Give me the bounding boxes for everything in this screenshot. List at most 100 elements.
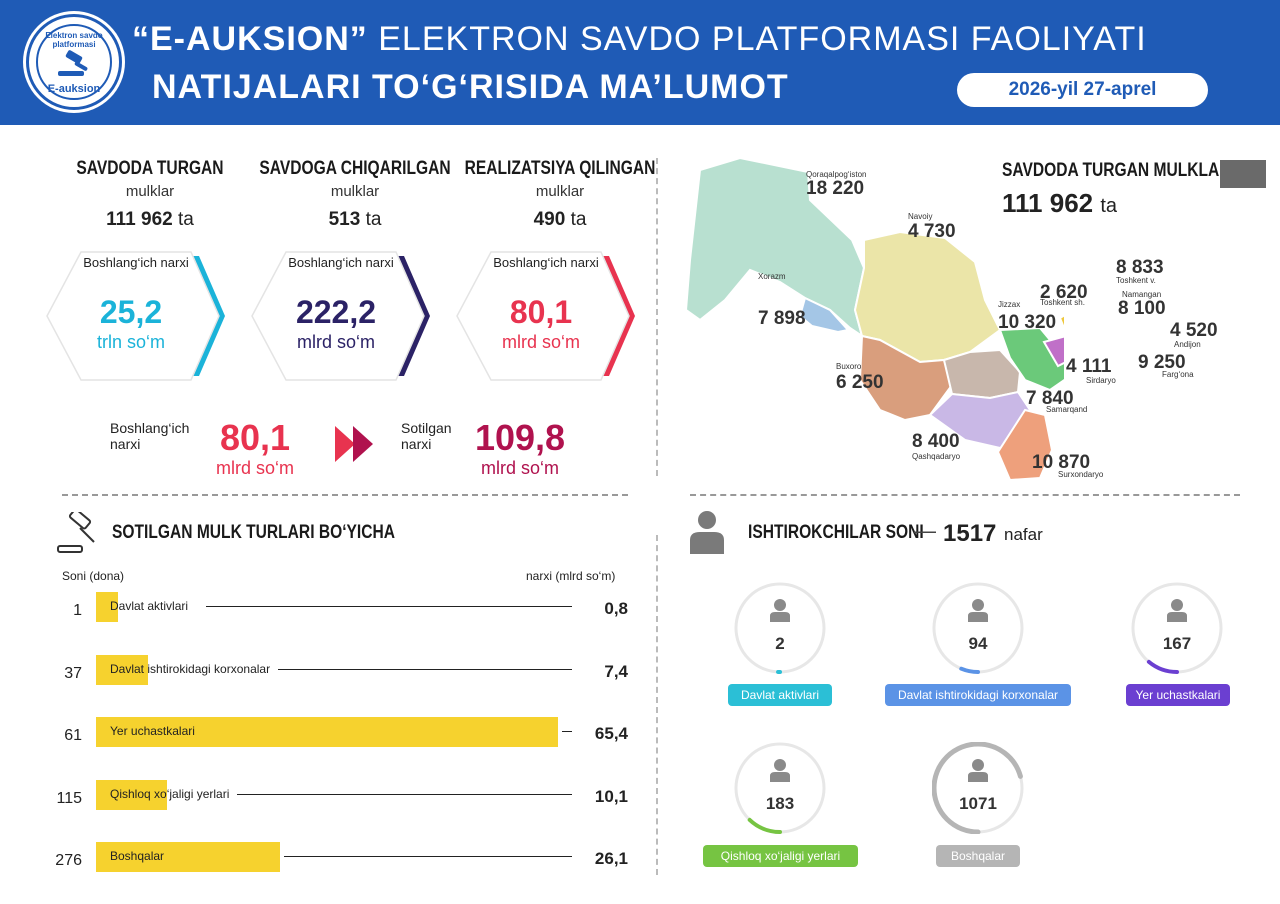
participant-count: 1071: [959, 794, 997, 813]
ring-chart: [932, 582, 1024, 674]
type-row: 61 Yer uchastkalari 65,4: [0, 717, 640, 757]
map-region-value: 10 320: [998, 312, 1057, 333]
stat-count: 490 ta: [465, 209, 655, 231]
double-arrow-icon: [335, 426, 373, 462]
sold-price-unit: mlrd so‘m: [480, 458, 559, 478]
gavel-icon: [57, 512, 95, 553]
map-title-wrap: SAVDODA TURGAN MULKLAR: [1002, 160, 1230, 182]
ring-chart: [931, 741, 1025, 835]
participant-label: Boshqalar: [936, 845, 1020, 867]
types-title: SOTILGAN MULK TURLARI BO‘YICHA: [112, 522, 396, 543]
type-leader-line: [284, 856, 572, 857]
map-region-value: 10 870: [1032, 452, 1091, 473]
map-region-name: Buxoro: [836, 362, 862, 371]
type-leader-line: [206, 606, 572, 607]
map-region-value: 4 520: [1170, 320, 1218, 341]
map-region-name: Qoraqalpog‘iston: [806, 170, 867, 179]
stat-title-wrap: SAVDODA TURGAN: [25, 158, 275, 180]
stat-hexagon: Boshlang‘ich narxi 222,2 mlrd so‘m: [246, 246, 436, 386]
header-title-quoted: “E-AUKSION”: [132, 20, 368, 58]
map-region-value: 9 250: [1138, 352, 1186, 373]
stat-count-value: 513: [328, 209, 361, 230]
map-region-value: 6 250: [836, 372, 884, 393]
map-region-value: 4 730: [908, 221, 956, 242]
participants-title: ISHTIROKCHILAR SONI: [748, 522, 924, 543]
map-region-value: 8 400: [912, 431, 960, 452]
type-value: 65,4: [594, 724, 628, 743]
person-icon: [968, 599, 988, 622]
person-icon: [968, 759, 988, 782]
map-total: 111 962 ta: [1002, 188, 1117, 219]
vertical-divider-bottom: [656, 535, 658, 875]
hexagon-value: 222,2: [295, 294, 377, 330]
ring-chart: [734, 582, 826, 674]
stat-title: REALIZATSIYA QILINGAN: [464, 158, 656, 179]
participant-count: 94: [968, 634, 988, 653]
ring-arc: [932, 582, 1024, 674]
stat-hexagon: Boshlang‘ich narxi 25,2 trln so‘m: [41, 246, 231, 386]
stat-title: SAVDODA TURGAN: [76, 158, 224, 179]
person-icon: [770, 599, 790, 622]
participant-label: Davlat ishtirokidagi korxonalar: [885, 684, 1071, 706]
map-region-value: 4 111: [1066, 356, 1112, 377]
participant-count: 183: [765, 794, 795, 813]
type-value: 0,8: [604, 599, 628, 618]
map-region-toshkent-v: [1058, 314, 1064, 331]
hexagon-shape: [456, 251, 635, 381]
regions-map: [684, 156, 1064, 482]
map-region-name: Toshkent v.: [1116, 276, 1156, 285]
map-region-qashqadaryo: [928, 390, 1032, 450]
map-region-xorazm: [798, 296, 850, 334]
type-label: Davlat aktivlari: [110, 599, 189, 613]
map-total-value: 111 962: [1002, 188, 1094, 218]
stat-count: 513 ta: [260, 209, 450, 231]
gavel-logo-icon: [58, 50, 88, 76]
hexagon-value: 80,1: [509, 294, 573, 330]
start-price-label: Boshlang‘ich narxi: [110, 420, 190, 452]
map-region-name: Qashqadaryo: [912, 452, 961, 461]
type-count: 37: [64, 665, 82, 682]
participants-dash: —: [914, 518, 936, 543]
participants-title-wrap: ISHTIROKCHILAR SONI: [748, 522, 924, 544]
stat-count-value: 490: [533, 209, 566, 230]
type-leader-line: [562, 731, 572, 732]
stat-sub: mulklar: [330, 183, 380, 200]
date-badge: 2026-yil 27-aprel: [957, 73, 1208, 107]
map-region-name: Sirdaryo: [1086, 376, 1116, 385]
logo-bottom-text: E-auksion: [47, 83, 101, 95]
e-auksion-logo: Elektron savdo platformasi E-auksion: [26, 14, 122, 110]
stat-sub: mulklar: [535, 183, 585, 200]
hexagon-unit: trln so‘m: [96, 332, 165, 352]
person-icon: [1167, 599, 1187, 622]
map-region-name: Jizzax: [998, 300, 1021, 309]
participants-total-unit: nafar: [1004, 525, 1043, 544]
types-left-header: Soni (dona): [62, 569, 125, 583]
type-bar: [96, 717, 558, 747]
type-bar: [96, 655, 149, 685]
stat-title-wrap: REALIZATSIYA QILINGAN: [435, 158, 685, 180]
type-count: 115: [56, 790, 82, 807]
header-banner: Elektron savdo platformasi E-auksion “E-…: [0, 0, 1280, 125]
horizontal-divider-right: [690, 494, 1240, 496]
stat-count: 111 962 ta: [55, 209, 245, 231]
map-region-name: Samarqand: [1046, 405, 1088, 414]
type-row: 37 Davlat ishtirokidagi korxonalar 7,4: [0, 655, 640, 695]
participant-count: 2: [775, 634, 785, 653]
participant-ring: 183: [734, 742, 826, 834]
person-icon: [770, 759, 790, 782]
hexagon-unit: mlrd so‘m: [501, 332, 580, 352]
ring-chart: [734, 742, 826, 834]
participant-ring: 2: [734, 582, 826, 674]
type-row: 1 Davlat aktivlari 0,8: [0, 592, 640, 632]
map-legend-swatch: [1220, 160, 1266, 188]
horizontal-divider-left: [62, 494, 628, 496]
map-region-buxoro: [858, 334, 954, 422]
participant-label: Davlat aktivlari: [728, 684, 832, 706]
stat-title-wrap: SAVDOGA CHIQARILGAN: [230, 158, 480, 180]
map-region-value: 7 840: [1026, 388, 1074, 409]
hexagon-label: Boshlang‘ich narxi: [493, 255, 599, 270]
type-value: 26,1: [594, 849, 628, 868]
type-leader-line: [237, 794, 572, 795]
stat-title: SAVDOGA CHIQARILGAN: [259, 158, 451, 179]
map-region-value: 2 620: [1040, 282, 1088, 303]
